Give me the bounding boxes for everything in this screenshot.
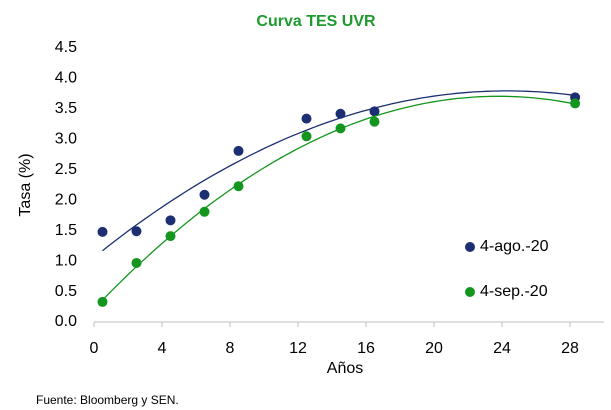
legend-marker [465, 242, 475, 252]
data-point [199, 206, 210, 217]
data-point [369, 106, 380, 117]
y-tick-label: 4.0 [55, 70, 77, 87]
y-tick-label: 2.0 [55, 191, 77, 208]
x-axis-label: Años [327, 360, 363, 377]
x-tick-label: 8 [226, 340, 235, 357]
y-tick-label: 1.5 [55, 222, 77, 239]
data-point [97, 226, 108, 237]
data-point [335, 108, 346, 119]
y-tick-label: 4.5 [55, 39, 77, 56]
legend-label: 4-sep.-20 [480, 283, 548, 300]
y-tick-label: 2.5 [55, 161, 77, 178]
data-point [570, 98, 581, 109]
x-tick-label: 16 [357, 340, 375, 357]
legend-marker [465, 287, 475, 297]
x-tick-label: 4 [158, 340, 167, 357]
chart-title: Curva TES UVR [256, 13, 376, 30]
x-tick-label: 20 [425, 340, 443, 357]
source-note: Fuente: Bloomberg y SEN. [36, 393, 179, 407]
x-tick-label: 0 [90, 340, 99, 357]
y-tick-label: 1.0 [55, 252, 77, 269]
trendline [102, 90, 576, 252]
data-point [199, 189, 210, 200]
y-axis-label: Tasa (%) [17, 153, 34, 216]
y-tick-label: 0.0 [55, 313, 77, 330]
data-point [165, 231, 176, 242]
y-tick-label: 3.0 [55, 131, 77, 148]
data-point [131, 257, 142, 268]
data-point [233, 145, 244, 156]
legend-label: 4-ago.-20 [480, 238, 549, 255]
data-point [301, 131, 312, 142]
data-point [97, 296, 108, 307]
y-tick-label: 3.5 [55, 100, 77, 117]
data-point [301, 113, 312, 124]
data-point [335, 123, 346, 134]
data-point [233, 181, 244, 192]
x-tick-label: 28 [561, 340, 579, 357]
x-tick-label: 12 [289, 340, 307, 357]
data-point [369, 116, 380, 127]
data-point [131, 226, 142, 237]
y-tick-label: 0.5 [55, 283, 77, 300]
data-point [165, 215, 176, 226]
x-tick-label: 24 [493, 340, 511, 357]
